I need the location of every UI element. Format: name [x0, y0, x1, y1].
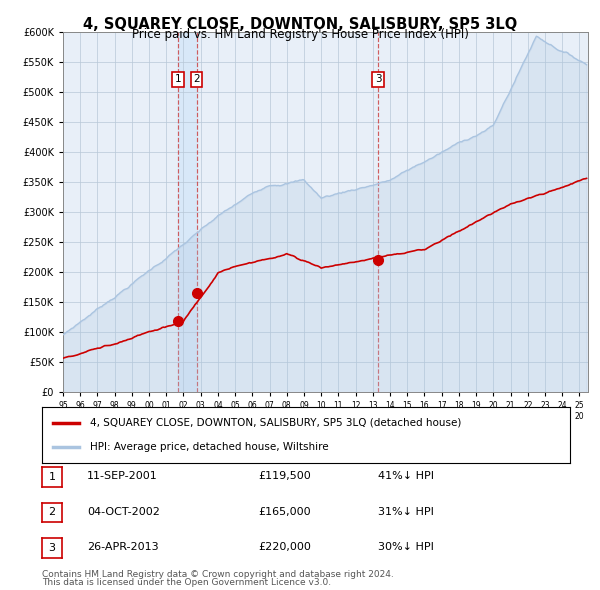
Text: 4, SQUAREY CLOSE, DOWNTON, SALISBURY, SP5 3LQ (detached house): 4, SQUAREY CLOSE, DOWNTON, SALISBURY, SP… — [89, 418, 461, 428]
Text: Contains HM Land Registry data © Crown copyright and database right 2024.: Contains HM Land Registry data © Crown c… — [42, 571, 394, 579]
Text: £220,000: £220,000 — [258, 542, 311, 552]
Text: 3: 3 — [49, 543, 55, 553]
Text: 04-OCT-2002: 04-OCT-2002 — [87, 507, 160, 516]
Text: 11-SEP-2001: 11-SEP-2001 — [87, 471, 158, 481]
Text: 2: 2 — [193, 74, 200, 84]
Text: 26-APR-2013: 26-APR-2013 — [87, 542, 158, 552]
Text: 41%↓ HPI: 41%↓ HPI — [378, 471, 434, 481]
Text: 2: 2 — [49, 507, 55, 517]
Text: 1: 1 — [175, 74, 182, 84]
Text: HPI: Average price, detached house, Wiltshire: HPI: Average price, detached house, Wilt… — [89, 442, 328, 453]
Text: 1: 1 — [49, 472, 55, 482]
Text: Price paid vs. HM Land Registry's House Price Index (HPI): Price paid vs. HM Land Registry's House … — [131, 28, 469, 41]
Text: 4, SQUAREY CLOSE, DOWNTON, SALISBURY, SP5 3LQ: 4, SQUAREY CLOSE, DOWNTON, SALISBURY, SP… — [83, 17, 517, 31]
Text: This data is licensed under the Open Government Licence v3.0.: This data is licensed under the Open Gov… — [42, 578, 331, 587]
Text: 31%↓ HPI: 31%↓ HPI — [378, 507, 434, 516]
Text: £119,500: £119,500 — [258, 471, 311, 481]
Text: 30%↓ HPI: 30%↓ HPI — [378, 542, 434, 552]
Bar — [178, 32, 197, 392]
Text: £165,000: £165,000 — [258, 507, 311, 516]
Text: 3: 3 — [375, 74, 382, 84]
